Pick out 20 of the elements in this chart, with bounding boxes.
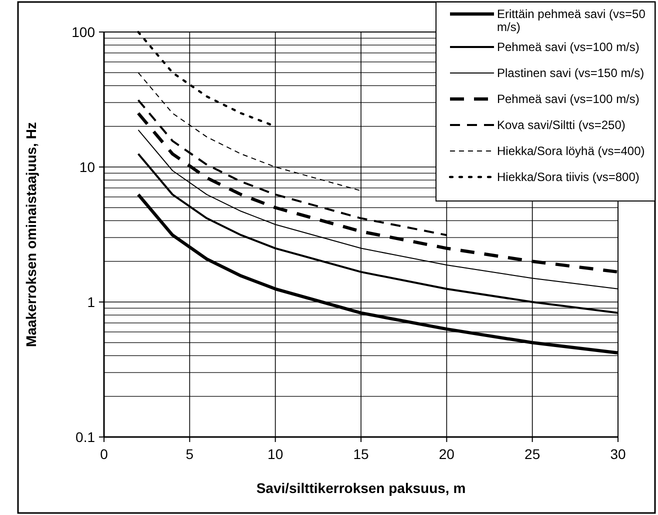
legend-label: Pehmeä savi (vs=100 m/s) (497, 40, 640, 54)
legend-label: Pehmeä savi (vs=100 m/s) (497, 92, 640, 106)
y-tick-label: 100 (72, 24, 96, 40)
y-tick-label: 0.1 (76, 429, 96, 445)
x-tick-label: 10 (268, 446, 284, 462)
legend-label: Hiekka/Sora löyhä (vs=400) (497, 144, 645, 158)
x-tick-label: 15 (353, 446, 369, 462)
y-tick-label: 1 (87, 294, 96, 310)
legend-label: Plastinen savi (vs=150 m/s) (497, 66, 644, 80)
x-tick-label: 0 (100, 446, 108, 462)
x-axis-title: Savi/silttikerroksen paksuus, m (256, 480, 466, 496)
x-tick-label: 25 (524, 446, 540, 462)
y-axis-title: Maakerroksen ominaistaajuus, Hz (23, 122, 39, 347)
y-tick-label: 10 (79, 159, 96, 175)
x-tick-label: 20 (438, 446, 455, 462)
legend-label: Kova savi/Siltti (vs=250) (497, 118, 626, 132)
x-tick-label: 30 (610, 446, 626, 462)
legend-label: Hiekka/Sora tiivis (vs=800) (497, 170, 640, 184)
x-tick-label: 5 (186, 446, 194, 462)
legend-label: Erittäin pehmeä savi (vs=50 m/s) (497, 7, 646, 34)
